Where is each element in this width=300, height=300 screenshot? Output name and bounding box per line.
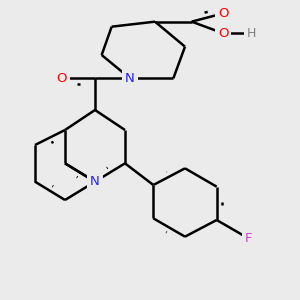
Text: N: N xyxy=(90,175,100,188)
Text: O: O xyxy=(218,7,229,20)
Text: H: H xyxy=(247,27,256,40)
Text: O: O xyxy=(56,72,67,85)
Text: F: F xyxy=(244,232,252,245)
Text: O: O xyxy=(218,27,229,40)
Text: N: N xyxy=(125,72,135,85)
